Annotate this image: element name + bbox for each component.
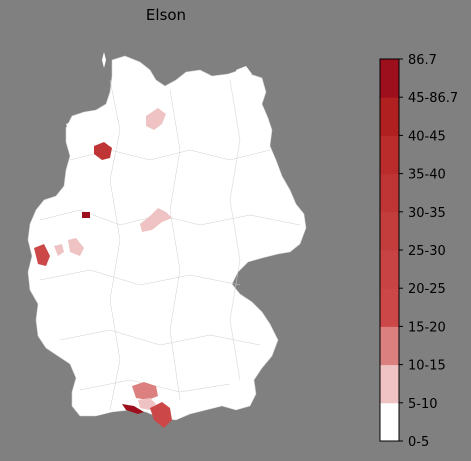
sylt-island bbox=[102, 52, 106, 68]
region-south-alps-east bbox=[150, 402, 172, 428]
region-west-cologne-a bbox=[54, 244, 64, 256]
germany-choropleth-map bbox=[27, 52, 307, 428]
colorbar-tick-label: 45-86.7 bbox=[408, 91, 458, 106]
region-central-kassel bbox=[140, 208, 172, 232]
colorbar-bin-15-20 bbox=[380, 288, 399, 327]
colorbar-tick-label: 10-15 bbox=[408, 359, 446, 374]
colorbar-bin-35-40 bbox=[380, 135, 399, 175]
colorbar-bin-20-25 bbox=[380, 250, 399, 289]
colorbar-bin-25-30 bbox=[380, 211, 399, 251]
region-west-cologne-b bbox=[68, 238, 84, 256]
colorbar-tick-label: 15-20 bbox=[408, 320, 446, 335]
region-west-nrw bbox=[82, 212, 90, 218]
map-title: Elson bbox=[145, 6, 187, 24]
colorbar-tick-label: 35-40 bbox=[408, 168, 446, 183]
colorbar-tick-label: 86.7 bbox=[408, 53, 437, 68]
colorbar-tick-label: 25-30 bbox=[408, 244, 446, 259]
colorbar-bin-30-35 bbox=[380, 173, 399, 213]
colorbar-tick-label: 0-5 bbox=[408, 435, 429, 450]
highlighted-regions bbox=[34, 108, 172, 428]
colorbar-tick-label: 40-45 bbox=[408, 129, 446, 144]
region-south-bavaria-a bbox=[132, 382, 158, 400]
colorbar-tick-label: 20-25 bbox=[408, 282, 446, 297]
region-west-aachen bbox=[34, 244, 50, 266]
colorbar-tick-label: 30-35 bbox=[408, 206, 446, 221]
colorbar-bin-10-15 bbox=[380, 326, 399, 366]
colorbar-bin-5-10 bbox=[380, 364, 399, 404]
colorbar-bin-40-45 bbox=[380, 97, 399, 136]
colorbar-bin-0-5 bbox=[380, 402, 399, 442]
region-south-bavaria-b bbox=[138, 398, 156, 410]
colorbar-tick-label: 5-10 bbox=[408, 397, 438, 412]
colorbar-bin-45-86.7 bbox=[380, 59, 399, 98]
baltic-island bbox=[236, 66, 252, 80]
region-south-alps-west bbox=[122, 404, 144, 414]
north-sea-islands bbox=[66, 120, 86, 128]
region-north-hamburg bbox=[146, 108, 166, 130]
region-northwest-ostfriesland bbox=[94, 142, 112, 160]
